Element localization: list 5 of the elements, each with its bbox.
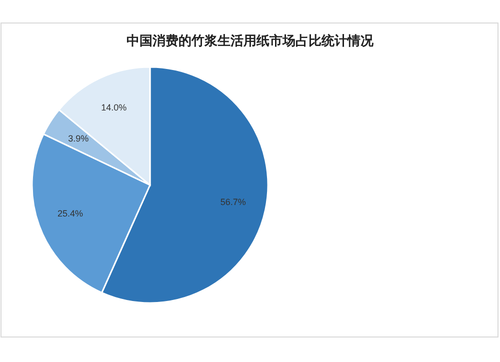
data-label: 25.4% xyxy=(57,208,84,219)
data-label: 14.0% xyxy=(101,102,127,112)
data-label: 56.7% xyxy=(220,197,246,208)
data-label: 3.9% xyxy=(68,134,89,144)
chart-title: 中国消费的竹浆生活用纸市场占比统计情况 xyxy=(126,33,374,49)
